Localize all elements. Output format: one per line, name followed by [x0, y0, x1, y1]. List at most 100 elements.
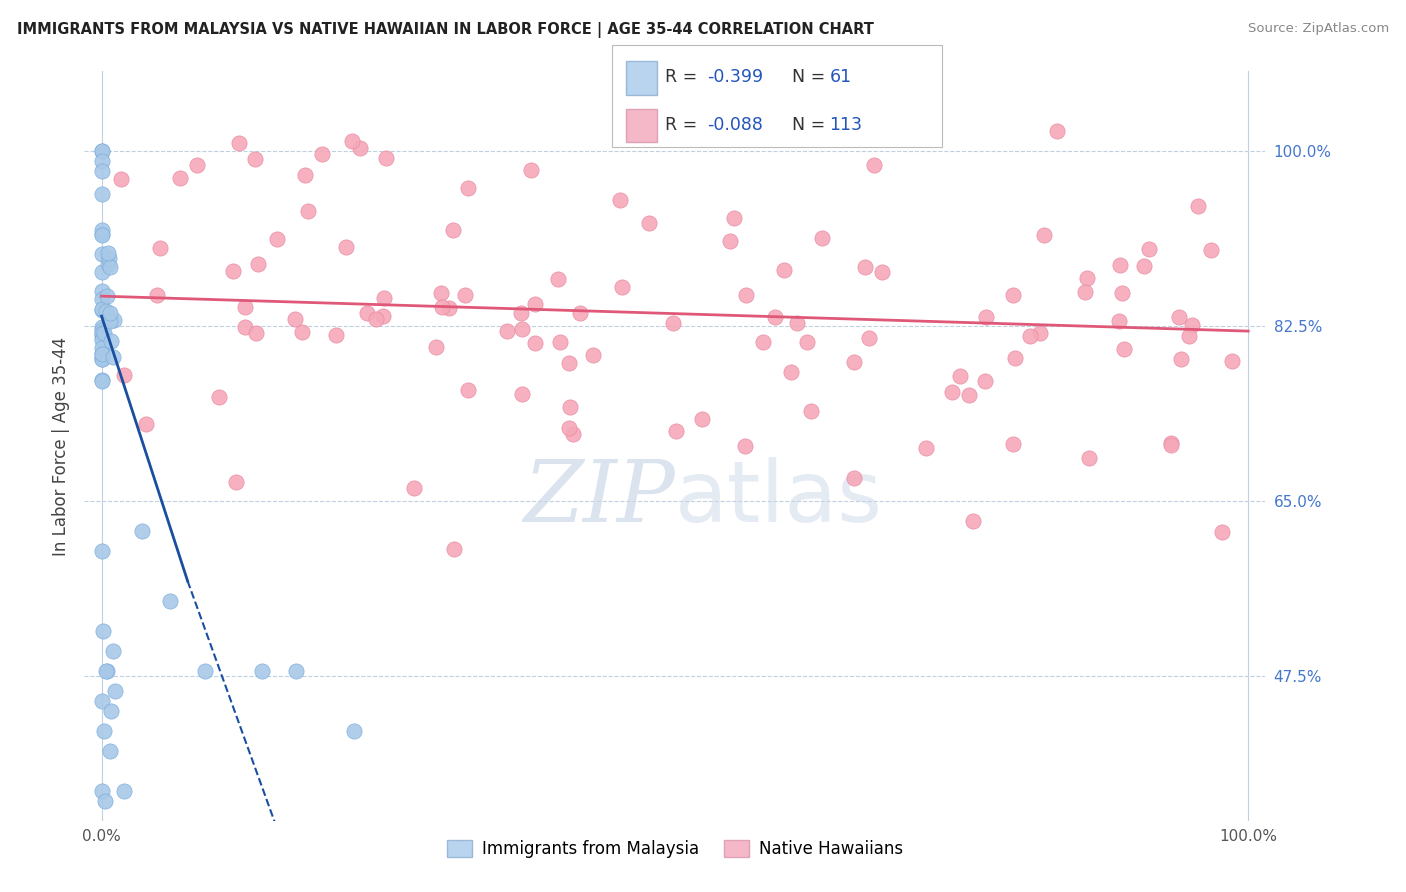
Point	[243, 153, 266, 167]
Point	[284, 311, 307, 326]
Point	[734, 439, 756, 453]
Point	[222, 263, 245, 277]
Point	[723, 211, 745, 226]
Point	[194, 664, 217, 678]
Point	[114, 783, 136, 797]
Point	[235, 301, 257, 315]
Point	[844, 355, 866, 369]
Point	[1002, 288, 1025, 302]
Point	[335, 240, 357, 254]
Point	[799, 404, 821, 418]
Point	[186, 158, 208, 172]
Point	[558, 355, 581, 369]
Point	[1160, 438, 1182, 452]
Point	[93, 326, 115, 340]
Point	[1160, 436, 1182, 450]
Point	[90, 154, 112, 169]
Point	[159, 594, 181, 608]
Point	[609, 194, 631, 208]
Point	[340, 134, 363, 148]
Point	[1002, 437, 1025, 451]
Point	[90, 145, 112, 159]
Point	[1137, 242, 1160, 256]
Point	[560, 400, 582, 414]
Point	[149, 241, 172, 255]
Point	[169, 171, 191, 186]
Point	[1004, 351, 1026, 366]
Text: 113: 113	[830, 116, 862, 134]
Point	[90, 228, 112, 243]
Point	[752, 334, 775, 349]
Point	[371, 309, 394, 323]
Point	[101, 644, 124, 658]
Point	[266, 232, 288, 246]
Point	[90, 341, 112, 355]
Point	[90, 293, 112, 307]
Point	[524, 297, 547, 311]
Point	[402, 481, 425, 495]
Point	[1170, 351, 1192, 366]
Point	[112, 368, 135, 382]
Point	[765, 310, 787, 325]
Point	[103, 313, 125, 327]
Point	[250, 664, 273, 678]
Point	[430, 300, 453, 314]
Text: N =: N =	[792, 69, 831, 87]
Point	[512, 322, 534, 336]
Point	[291, 325, 314, 339]
Point	[974, 374, 997, 388]
Point	[796, 334, 818, 349]
Point	[285, 664, 308, 678]
Point	[842, 471, 865, 485]
Point	[610, 280, 633, 294]
Point	[228, 136, 250, 150]
Point	[1201, 243, 1223, 257]
Point	[1178, 329, 1201, 343]
Point	[374, 151, 396, 165]
Point	[343, 723, 366, 738]
Point	[90, 350, 112, 364]
Point	[90, 326, 112, 341]
Point	[90, 373, 112, 387]
Point	[90, 302, 112, 317]
Point	[976, 310, 998, 324]
Point	[662, 316, 685, 330]
Point	[1033, 227, 1056, 242]
Point	[90, 346, 112, 360]
Point	[443, 542, 465, 557]
Point	[1108, 258, 1130, 272]
Point	[90, 694, 112, 708]
Point	[962, 515, 984, 529]
Point	[582, 348, 605, 362]
Point	[811, 231, 834, 245]
Point	[853, 260, 876, 274]
Point	[496, 324, 519, 338]
Point	[870, 265, 893, 279]
Point	[1211, 524, 1233, 539]
Point	[941, 384, 963, 399]
Point	[90, 265, 112, 279]
Point	[568, 306, 591, 320]
Point	[1076, 271, 1098, 285]
Point	[1187, 199, 1209, 213]
Point	[94, 664, 117, 678]
Point	[356, 306, 378, 320]
Point	[665, 424, 688, 438]
Point	[90, 284, 112, 298]
Point	[1046, 124, 1069, 138]
Point	[690, 412, 713, 426]
Point	[325, 328, 347, 343]
Point	[90, 330, 112, 344]
Point	[429, 285, 451, 300]
Point	[90, 323, 112, 337]
Point	[98, 744, 121, 758]
Point	[1220, 354, 1243, 368]
Point	[638, 216, 661, 230]
Point	[98, 314, 121, 328]
Point	[90, 303, 112, 318]
Point	[441, 223, 464, 237]
Point	[548, 335, 571, 350]
Point	[93, 723, 115, 738]
Point	[90, 352, 112, 367]
Text: -0.399: -0.399	[707, 69, 763, 87]
